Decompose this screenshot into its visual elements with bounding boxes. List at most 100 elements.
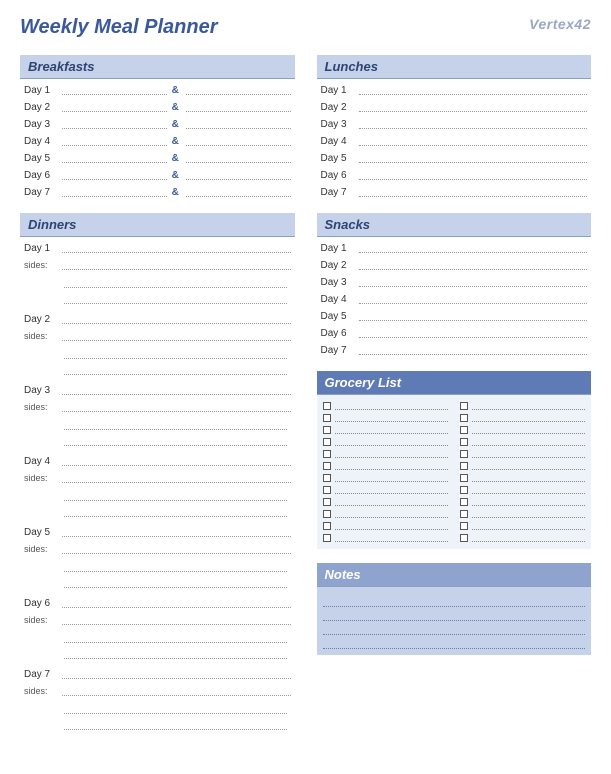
checkbox-icon[interactable] xyxy=(323,450,331,458)
checkbox-icon[interactable] xyxy=(323,438,331,446)
dinner-input[interactable] xyxy=(62,598,291,608)
sides-extra-line[interactable] xyxy=(64,646,287,659)
grocery-item-input[interactable] xyxy=(335,401,448,410)
checkbox-icon[interactable] xyxy=(460,498,468,506)
grocery-item-input[interactable] xyxy=(335,521,448,530)
sides-extra-line[interactable] xyxy=(64,275,287,288)
lunch-input[interactable] xyxy=(359,119,588,129)
grocery-item-input[interactable] xyxy=(472,401,585,410)
breakfast-input-a[interactable] xyxy=(62,136,167,146)
lunch-input[interactable] xyxy=(359,153,588,163)
grocery-item-input[interactable] xyxy=(335,533,448,542)
breakfast-input-a[interactable] xyxy=(62,119,167,129)
breakfast-input-b[interactable] xyxy=(186,153,291,163)
checkbox-icon[interactable] xyxy=(323,402,331,410)
snack-input[interactable] xyxy=(359,277,588,287)
checkbox-icon[interactable] xyxy=(460,522,468,530)
sides-input[interactable] xyxy=(62,402,291,412)
grocery-item-input[interactable] xyxy=(335,437,448,446)
grocery-item-input[interactable] xyxy=(472,485,585,494)
dinner-input[interactable] xyxy=(62,385,291,395)
notes-line[interactable] xyxy=(323,635,586,649)
sides-extra-line[interactable] xyxy=(64,417,287,430)
grocery-item-input[interactable] xyxy=(472,461,585,470)
checkbox-icon[interactable] xyxy=(323,426,331,434)
sides-input[interactable] xyxy=(62,686,291,696)
checkbox-icon[interactable] xyxy=(323,498,331,506)
checkbox-icon[interactable] xyxy=(460,438,468,446)
sides-input[interactable] xyxy=(62,331,291,341)
breakfast-input-b[interactable] xyxy=(186,85,291,95)
lunch-input[interactable] xyxy=(359,136,588,146)
snack-input[interactable] xyxy=(359,311,588,321)
notes-line[interactable] xyxy=(323,621,586,635)
checkbox-icon[interactable] xyxy=(323,414,331,422)
breakfast-input-b[interactable] xyxy=(186,119,291,129)
sides-extra-line[interactable] xyxy=(64,488,287,501)
checkbox-icon[interactable] xyxy=(460,486,468,494)
snack-input[interactable] xyxy=(359,260,588,270)
grocery-item-input[interactable] xyxy=(472,437,585,446)
breakfast-input-b[interactable] xyxy=(186,136,291,146)
grocery-item-input[interactable] xyxy=(472,521,585,530)
snack-input[interactable] xyxy=(359,243,588,253)
sides-extra-line[interactable] xyxy=(64,630,287,643)
grocery-item-input[interactable] xyxy=(472,425,585,434)
checkbox-icon[interactable] xyxy=(460,462,468,470)
sides-extra-line[interactable] xyxy=(64,504,287,517)
breakfast-input-a[interactable] xyxy=(62,187,167,197)
dinner-input[interactable] xyxy=(62,527,291,537)
checkbox-icon[interactable] xyxy=(460,402,468,410)
grocery-item-input[interactable] xyxy=(335,425,448,434)
grocery-item-input[interactable] xyxy=(472,533,585,542)
checkbox-icon[interactable] xyxy=(460,510,468,518)
checkbox-icon[interactable] xyxy=(323,474,331,482)
grocery-item-input[interactable] xyxy=(335,485,448,494)
checkbox-icon[interactable] xyxy=(323,462,331,470)
lunch-input[interactable] xyxy=(359,170,588,180)
checkbox-icon[interactable] xyxy=(323,534,331,542)
checkbox-icon[interactable] xyxy=(460,474,468,482)
snack-input[interactable] xyxy=(359,294,588,304)
grocery-item-input[interactable] xyxy=(472,509,585,518)
grocery-item-input[interactable] xyxy=(472,449,585,458)
snack-input[interactable] xyxy=(359,328,588,338)
sides-extra-line[interactable] xyxy=(64,559,287,572)
dinner-input[interactable] xyxy=(62,314,291,324)
breakfast-input-a[interactable] xyxy=(62,102,167,112)
sides-extra-line[interactable] xyxy=(64,291,287,304)
notes-line[interactable] xyxy=(323,593,586,607)
dinner-input[interactable] xyxy=(62,243,291,253)
checkbox-icon[interactable] xyxy=(323,486,331,494)
grocery-item-input[interactable] xyxy=(335,449,448,458)
grocery-item-input[interactable] xyxy=(335,497,448,506)
checkbox-icon[interactable] xyxy=(460,534,468,542)
snack-input[interactable] xyxy=(359,345,588,355)
breakfast-input-b[interactable] xyxy=(186,170,291,180)
checkbox-icon[interactable] xyxy=(323,522,331,530)
checkbox-icon[interactable] xyxy=(323,510,331,518)
sides-input[interactable] xyxy=(62,473,291,483)
lunch-input[interactable] xyxy=(359,102,588,112)
breakfast-input-b[interactable] xyxy=(186,102,291,112)
grocery-item-input[interactable] xyxy=(472,497,585,506)
sides-extra-line[interactable] xyxy=(64,346,287,359)
grocery-item-input[interactable] xyxy=(335,461,448,470)
breakfast-input-a[interactable] xyxy=(62,153,167,163)
sides-input[interactable] xyxy=(62,615,291,625)
grocery-item-input[interactable] xyxy=(335,413,448,422)
checkbox-icon[interactable] xyxy=(460,426,468,434)
sides-input[interactable] xyxy=(62,260,291,270)
grocery-item-input[interactable] xyxy=(335,473,448,482)
grocery-item-input[interactable] xyxy=(472,413,585,422)
dinner-input[interactable] xyxy=(62,669,291,679)
breakfast-input-a[interactable] xyxy=(62,85,167,95)
notes-line[interactable] xyxy=(323,607,586,621)
sides-input[interactable] xyxy=(62,544,291,554)
dinner-input[interactable] xyxy=(62,456,291,466)
sides-extra-line[interactable] xyxy=(64,717,287,730)
checkbox-icon[interactable] xyxy=(460,450,468,458)
grocery-item-input[interactable] xyxy=(335,509,448,518)
breakfast-input-a[interactable] xyxy=(62,170,167,180)
checkbox-icon[interactable] xyxy=(460,414,468,422)
